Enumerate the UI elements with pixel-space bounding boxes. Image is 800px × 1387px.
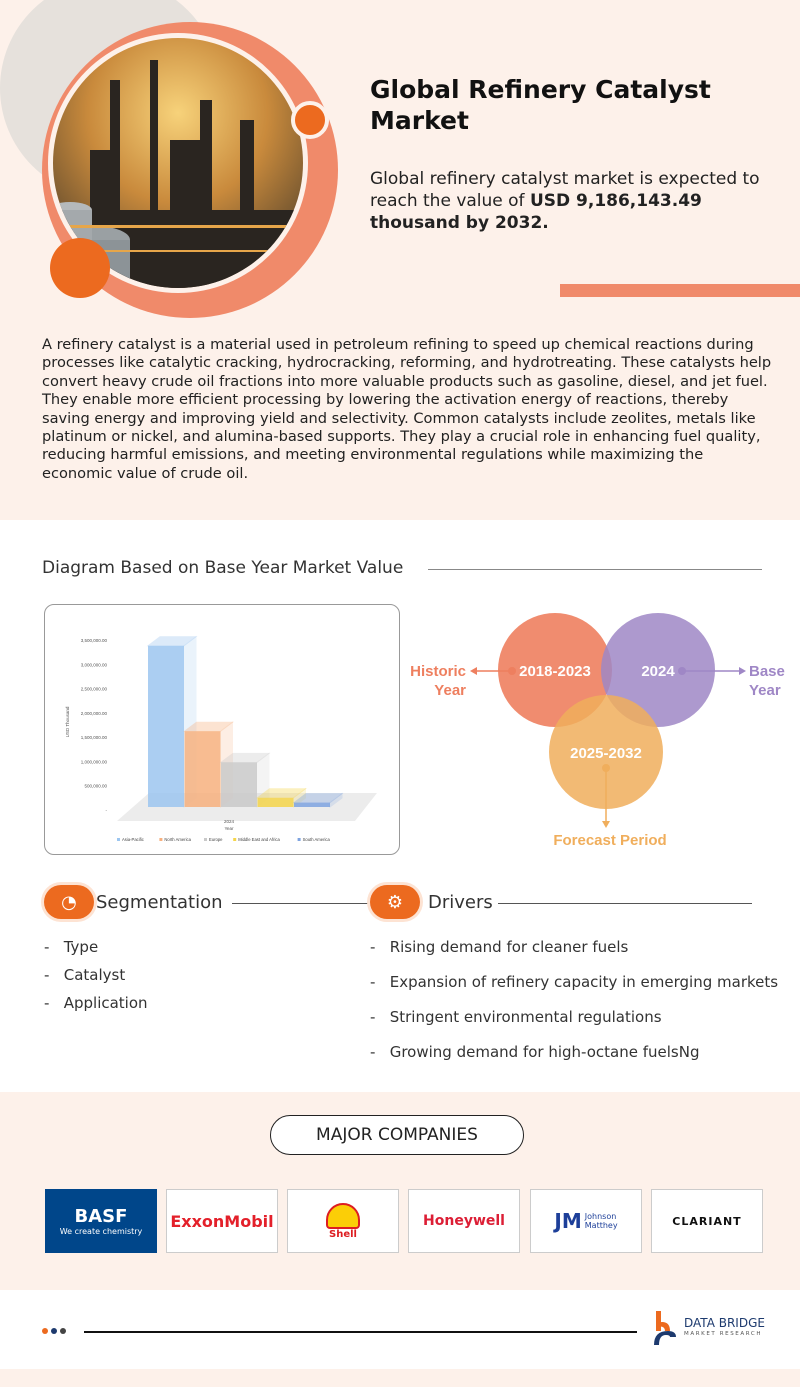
arrow-down-icon: [602, 821, 610, 828]
y-tick-label: 1,500,000.00: [81, 735, 108, 740]
data-bridge-logo-icon: [652, 1311, 678, 1345]
legend-label: North America: [164, 837, 191, 842]
x-axis-label: Year: [224, 826, 234, 831]
companies-section: MAJOR COMPANIES BASF We create chemistry …: [0, 1092, 800, 1290]
divider: [498, 903, 752, 904]
segmentation-title: Segmentation: [96, 892, 223, 913]
list-item: - Type: [44, 938, 99, 956]
footer-strip: [0, 1369, 800, 1387]
y-tick-label: 500,000.00: [84, 784, 107, 789]
legend-swatch: [297, 838, 301, 841]
dots-icon: [42, 1328, 66, 1334]
bar-europe: [221, 762, 257, 807]
description: A refinery catalyst is a material used i…: [42, 336, 772, 482]
hero-illustration: [0, 0, 338, 318]
historic-years: 2018-2023: [519, 663, 591, 680]
y-tick-label: 3,500,000.00: [81, 638, 108, 643]
logo-johnson-matthey: JM Johnson Matthey: [530, 1189, 642, 1253]
legend-swatch: [159, 838, 163, 841]
x-tick-label: 2024: [224, 819, 235, 824]
companies-title: MAJOR COMPANIES: [270, 1115, 524, 1155]
y-tick-label: 3,000,000.00: [81, 662, 108, 667]
bar-top: [219, 752, 271, 763]
base-years: 2024: [641, 663, 675, 680]
summary-text: Global refinery catalyst market is expec…: [370, 169, 760, 211]
logo-honeywell: Honeywell: [408, 1189, 520, 1253]
list-item: - Stringent environmental regulations: [370, 1008, 662, 1026]
y-tick-label: 2,500,000.00: [81, 687, 108, 692]
shell-icon: [326, 1202, 360, 1229]
bar-asia-pacific: [148, 645, 184, 807]
logo-shell: Shell: [287, 1189, 399, 1253]
venn-diagram: 2018-2023 2024 2025-2032 Historic Year B…: [410, 613, 785, 849]
bar-chart-card: - 500,000.00 1,000,000.00 1,500,000.00 2,000…: [44, 604, 400, 855]
legend-label: Asia-Pacific: [122, 837, 144, 842]
logo-clariant: CLARIANT: [651, 1189, 763, 1253]
footer-brand: DATA BRIDGE: [684, 1316, 765, 1330]
list-item: - Catalyst: [44, 966, 126, 984]
base-label: Base: [749, 663, 785, 680]
historic-circle: [498, 613, 612, 727]
forecast-circle: [549, 695, 663, 809]
drivers-list: - Rising demand for cleaner fuels - Expa…: [370, 938, 778, 1069]
arrow-right-icon: [739, 667, 746, 675]
list-item: - Growing demand for high-octane fuelsNg: [370, 1043, 700, 1061]
market-value-summary: Global refinery catalyst market is expec…: [370, 168, 790, 234]
historic-label: Historic: [410, 663, 466, 680]
logo-exxonmobil: ExxonMobil: [166, 1189, 278, 1253]
forecast-label: Forecast Period: [553, 832, 666, 849]
segmentation-list: - Type - Catalyst - Application: [44, 938, 148, 1020]
y-tick-label: -: [106, 808, 108, 813]
legend-label: Middle East and Africa: [238, 837, 280, 842]
legend-label: South America: [303, 837, 331, 842]
y-tick-label: 1,000,000.00: [81, 759, 108, 764]
legend-label: Europe: [209, 837, 223, 842]
diagram-section-title: Diagram Based on Base Year Market Value: [42, 558, 404, 578]
legend-swatch: [117, 838, 120, 841]
historic-label-2: Year: [434, 682, 466, 699]
bar-top: [292, 793, 344, 804]
bar-chart: - 500,000.00 1,000,000.00 1,500,000.00 2,000…: [65, 635, 377, 842]
base-label-2: Year: [749, 682, 781, 699]
hero-section: Global Refinery Catalyst Market Global r…: [0, 0, 800, 520]
bar-north-america: [184, 731, 221, 807]
list-item: - Application: [44, 994, 148, 1012]
drivers-title: Drivers: [428, 892, 493, 913]
logo-basf: BASF We create chemistry: [45, 1189, 157, 1253]
summary-value: USD 9,186,143.49 thousand by 2032.: [370, 191, 702, 233]
base-circle: [601, 613, 715, 727]
page-title: Global Refinery Catalyst Market: [370, 75, 711, 135]
gears-icon: ⚙: [370, 885, 420, 919]
divider: [232, 903, 372, 904]
list-item: - Expansion of refinery capacity in emer…: [370, 973, 779, 991]
y-tick-label: 2,000,000.00: [81, 711, 108, 716]
y-axis-label: USD Thousand: [65, 706, 70, 737]
legend-swatch: [233, 838, 237, 841]
divider: [428, 569, 762, 570]
pie-chart-icon: ◔: [44, 885, 94, 919]
bar-south-america: [294, 802, 330, 807]
bar-middle-east-and-africa: [257, 797, 294, 807]
legend-swatch: [204, 838, 207, 841]
forecast-years: 2025-2032: [570, 745, 642, 762]
footer-divider: [84, 1331, 637, 1333]
footer-brand-sub: MARKET RESEARCH: [684, 1331, 763, 1337]
list-item: - Rising demand for cleaner fuels: [370, 938, 629, 956]
accent-bar: [560, 284, 800, 297]
arrow-left-icon: [470, 667, 477, 675]
